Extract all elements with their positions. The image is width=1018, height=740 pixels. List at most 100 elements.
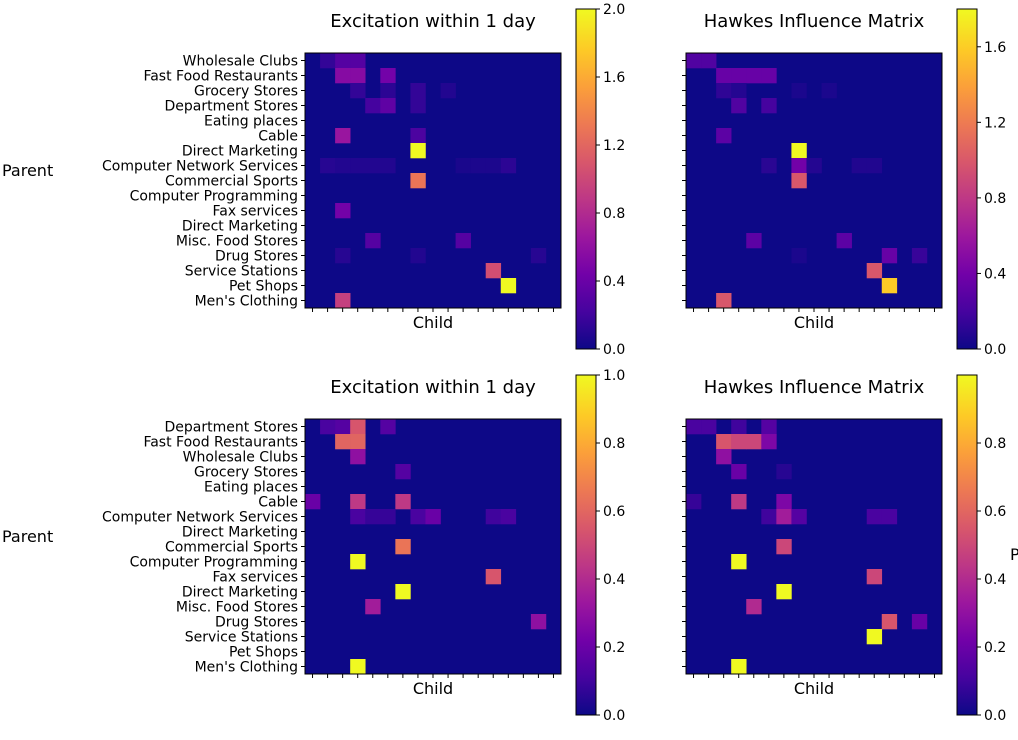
heatmap-cell — [881, 278, 898, 294]
colorbar-tick-label: 0.0 — [984, 708, 1006, 724]
colorbar-tick-label: 1.2 — [603, 138, 625, 154]
heatmap-cell — [776, 539, 792, 555]
row-label: Cable — [258, 495, 298, 511]
heatmap-cell — [305, 494, 321, 510]
parent-axis-label-bottom: Parent — [2, 527, 53, 546]
heatmap-cell — [365, 233, 381, 249]
heatmap-cell — [731, 68, 747, 84]
heatmap-cell — [761, 419, 777, 435]
row-label: Fast Food Restaurants — [143, 69, 298, 85]
heatmap-cell — [746, 68, 762, 84]
x-axis-label: Child — [413, 679, 453, 698]
heatmap-cell — [455, 158, 471, 174]
colorbar-tick-label: 0.8 — [984, 191, 1006, 207]
row-label: Commercial Sports — [165, 174, 298, 190]
row-label: Direct Marketing — [182, 585, 298, 601]
colorbar — [956, 8, 978, 350]
heatmap-cell — [395, 584, 411, 600]
row-label: Drug Stores — [215, 615, 298, 631]
heatmap-cell — [320, 419, 336, 435]
row-label: Direct Marketing — [182, 525, 298, 541]
heatmap-cell — [731, 419, 747, 435]
heatmap-cell — [731, 554, 747, 570]
row-label: Department Stores — [165, 99, 298, 115]
heatmap-cell — [425, 509, 441, 525]
colorbar-tick-label: 1.6 — [603, 70, 625, 86]
heatmap-cell — [701, 53, 717, 69]
colorbar-tick-label: 0.0 — [603, 708, 625, 724]
heatmap-cell — [395, 539, 411, 555]
chart-title: Hawkes Influence Matrix — [704, 11, 925, 32]
heatmap-cell — [485, 263, 502, 279]
heatmap-cell — [470, 158, 487, 174]
heatmap-cell — [731, 98, 747, 114]
row-label: Grocery Stores — [194, 465, 298, 481]
heatmap-cell — [410, 128, 426, 144]
heatmap-cell — [866, 158, 883, 174]
x-axis-label: Child — [413, 313, 453, 332]
heatmap-cell — [731, 434, 747, 450]
row-label: Men's Clothing — [195, 660, 298, 676]
heatmap-cell — [335, 434, 351, 450]
row-label: Direct Marketing — [182, 219, 298, 235]
colorbar-tick-label: 0.2 — [984, 640, 1006, 656]
heatmap-cell — [716, 293, 732, 309]
colorbar — [956, 374, 978, 716]
colorbar-tick-label: 0.8 — [603, 206, 625, 222]
heatmap-cell — [776, 584, 792, 600]
parent-axis-label-top: Parent — [2, 161, 53, 180]
heatmap-cell — [350, 158, 366, 174]
heatmap-cell — [380, 83, 396, 99]
heatmap-cell — [851, 158, 868, 174]
row-label: Pet Shops — [229, 645, 298, 661]
heatmap-cell — [335, 128, 351, 144]
heatmap-cell — [731, 464, 747, 480]
colorbar-tick-label: 2.0 — [603, 2, 625, 18]
heatmap-cell — [686, 53, 702, 69]
colorbar-tick-label: 0.6 — [603, 504, 625, 520]
row-label: Fast Food Restaurants — [143, 435, 298, 451]
heatmap-cell — [806, 158, 822, 174]
row-label: Cable — [258, 129, 298, 145]
heatmap-cell — [410, 98, 426, 114]
heatmap-cell — [455, 233, 471, 249]
heatmap-cell — [410, 143, 426, 159]
heatmap-cell — [395, 494, 411, 510]
heatmap-cell — [350, 68, 366, 84]
heatmap-cell — [350, 659, 366, 675]
heatmap-cell — [791, 83, 807, 99]
colorbar-tick-label: 0.4 — [603, 274, 625, 290]
heatmap-cell — [320, 53, 336, 69]
heatmap-cell — [881, 614, 898, 630]
heatmap-cell — [395, 464, 411, 480]
heatmap-cell — [440, 83, 456, 99]
heatmap-cell — [791, 143, 807, 159]
heatmap-cell — [791, 509, 807, 525]
colorbar-tick-label: 1.2 — [984, 115, 1006, 131]
heatmap-cell — [365, 599, 381, 615]
row-label: Fax services — [212, 570, 298, 586]
heatmap-cell — [380, 68, 396, 84]
heatmap-cell — [686, 419, 702, 435]
chart-title: Hawkes Influence Matrix — [704, 377, 925, 398]
heatmap-cell — [746, 434, 762, 450]
heatmap-cell — [716, 449, 732, 465]
heatmap-cell — [410, 248, 426, 264]
row-label: Computer Network Services — [102, 159, 298, 175]
heatmap-cell — [731, 83, 747, 99]
heatmap-cell — [866, 509, 883, 525]
heatmap-cell — [776, 509, 792, 525]
heatmap-background — [305, 53, 561, 308]
heatmap-cell — [911, 614, 928, 630]
colorbar-tick-label: 1.0 — [603, 368, 625, 384]
heatmap-cell — [866, 629, 883, 645]
heatmap-cell — [485, 158, 502, 174]
heatmap-cell — [866, 263, 883, 279]
heatmap-cell — [701, 419, 717, 435]
heatmap-cell — [500, 509, 517, 525]
row-label: Fax services — [212, 204, 298, 220]
row-label: Department Stores — [165, 420, 298, 436]
